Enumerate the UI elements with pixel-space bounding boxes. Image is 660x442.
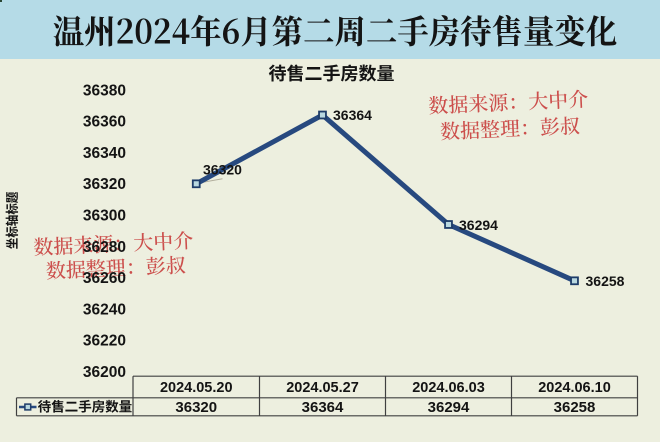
svg-text:36364: 36364 (333, 107, 372, 123)
svg-text:36260: 36260 (83, 270, 126, 287)
svg-text:36280: 36280 (83, 239, 126, 256)
svg-text:36320: 36320 (175, 399, 217, 416)
svg-text:36258: 36258 (554, 399, 596, 416)
svg-text:36320: 36320 (83, 176, 126, 193)
svg-text:2024.06.10: 2024.06.10 (538, 380, 611, 396)
svg-text:2024.06.03: 2024.06.03 (412, 380, 485, 396)
svg-text:36200: 36200 (83, 364, 126, 381)
svg-text:36320: 36320 (203, 162, 242, 178)
svg-text:2024.05.27: 2024.05.27 (286, 380, 359, 396)
svg-text:36360: 36360 (83, 114, 126, 131)
svg-text:36380: 36380 (83, 82, 126, 99)
svg-text:36220: 36220 (83, 333, 126, 350)
svg-text:36294: 36294 (459, 217, 498, 233)
svg-text:36240: 36240 (83, 301, 126, 318)
svg-text:36294: 36294 (428, 399, 470, 416)
svg-text:36364: 36364 (302, 399, 344, 416)
svg-text:2024.05.20: 2024.05.20 (160, 380, 233, 396)
svg-text:36340: 36340 (83, 145, 126, 162)
svg-text:36300: 36300 (83, 208, 126, 225)
svg-text:36258: 36258 (586, 273, 625, 289)
